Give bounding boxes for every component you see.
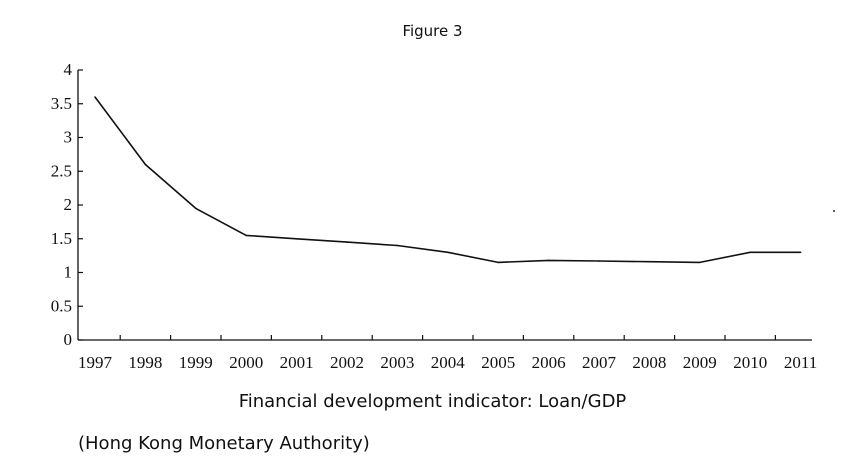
- data-point: [245, 234, 247, 237]
- data-point: [144, 163, 147, 166]
- x-tick-label: 2010: [733, 353, 767, 372]
- data-point: [648, 260, 651, 263]
- x-tick-label: 1998: [128, 353, 162, 372]
- y-tick-label: 0.5: [51, 296, 72, 315]
- x-tick-label: 1997: [78, 353, 113, 372]
- x-tick-label: 1999: [179, 353, 213, 372]
- stray-mark: [833, 210, 835, 212]
- y-tick-label: 1.5: [51, 229, 72, 248]
- y-tick-label: 0: [64, 330, 73, 349]
- y-tick-label: 3: [64, 128, 73, 147]
- data-point: [94, 96, 96, 98]
- x-tick-label: 2011: [784, 353, 817, 372]
- x-tick-label: 2005: [481, 353, 515, 372]
- data-point: [295, 237, 298, 240]
- y-tick-label: 3.5: [51, 94, 72, 113]
- source-note: (Hong Kong Monetary Authority): [78, 433, 370, 454]
- x-tick-label: 2006: [532, 353, 566, 372]
- figure-title: Figure 3: [402, 22, 463, 40]
- data-point: [598, 260, 600, 262]
- data-point: [195, 207, 197, 210]
- y-tick-label: 1: [64, 263, 73, 282]
- data-point: [396, 244, 399, 247]
- x-tick-label: 2000: [229, 353, 263, 372]
- x-tick-label: 2004: [431, 353, 466, 372]
- x-tick-label: 2001: [280, 353, 314, 372]
- data-point: [447, 251, 449, 254]
- x-tick-label: 2007: [582, 353, 617, 372]
- data-point: [547, 259, 550, 262]
- data-point: [699, 261, 701, 264]
- x-tick-label: 2008: [632, 353, 666, 372]
- data-point: [346, 241, 348, 243]
- data-point: [749, 251, 751, 254]
- data-point: [799, 251, 802, 254]
- y-tick-label: 2: [64, 195, 73, 214]
- x-tick-label: 2002: [330, 353, 364, 372]
- series-line: [94, 96, 801, 264]
- y-tick-label: 4: [64, 60, 73, 79]
- x-tick-label: 2009: [683, 353, 717, 372]
- data-point: [497, 261, 500, 264]
- x-tick-label: 2003: [380, 353, 414, 372]
- y-tick-label: 2.5: [51, 161, 72, 180]
- x-axis-label: Financial development indicator: Loan/GD…: [238, 391, 627, 412]
